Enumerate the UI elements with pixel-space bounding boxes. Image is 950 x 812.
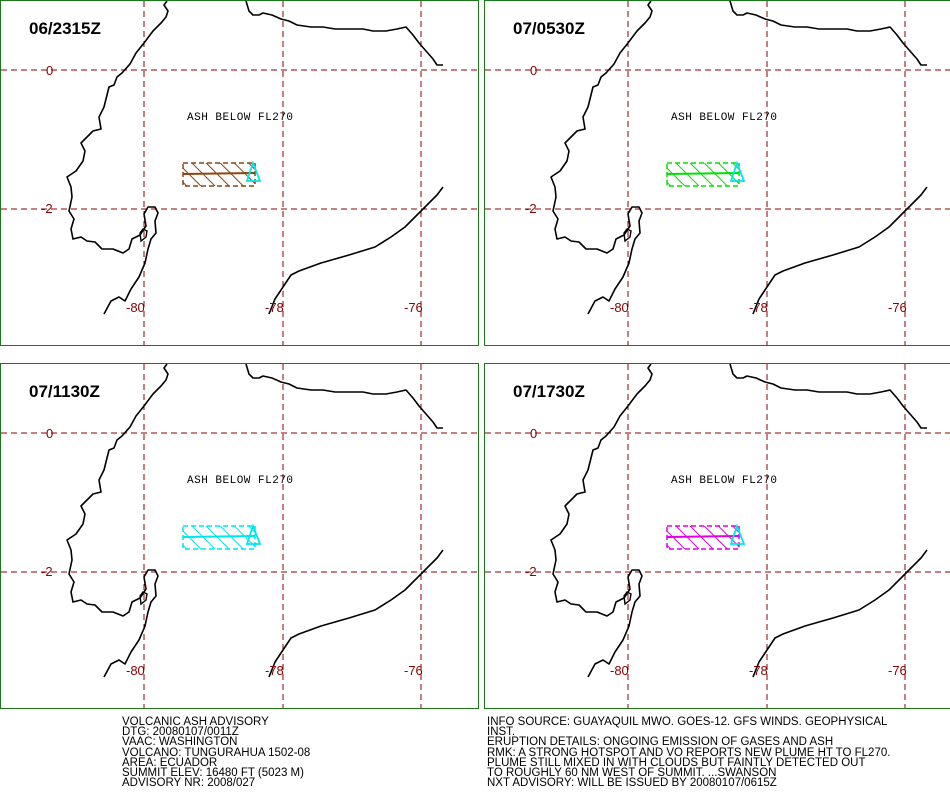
island-outline	[623, 591, 632, 606]
lon-label-78: -78	[749, 300, 768, 315]
advisory-line: VAAC: WASHINGTON	[122, 736, 238, 749]
lon-label-80: -80	[610, 663, 629, 678]
lat-label-minus2: -2	[41, 201, 53, 216]
volcano-marker	[245, 523, 262, 545]
boundary-line	[268, 549, 444, 678]
map-panel-3: 07/1130Z ASH BELOW FL270 0 -2 -80 -78 -7…	[0, 363, 479, 709]
info-line: INST.	[487, 726, 516, 739]
map-svg	[485, 1, 950, 345]
info-line: RMK: A STRONG HOTSPOT AND VO REPORTS NEW…	[487, 746, 891, 759]
map-panel-2: 07/0530Z ASH BELOW FL270 0 -2 -80 -78 -7…	[484, 0, 950, 346]
volcano-marker	[729, 160, 746, 182]
advisory-line: VOLCANO: TUNGURAHUA 1502-08	[122, 746, 311, 759]
panel-time: 07/1130Z	[29, 382, 100, 401]
panel-time: 07/1730Z	[513, 382, 585, 401]
advisory-block: VOLCANIC ASH ADVISORY DTG: 20080107/0011…	[122, 716, 311, 790]
lon-label-80: -80	[126, 300, 145, 315]
lat-label-minus2: -2	[525, 201, 537, 216]
lon-label-76: -76	[888, 300, 907, 315]
island-outline	[623, 228, 632, 243]
lon-label-78: -78	[265, 300, 284, 315]
ash-axis	[182, 535, 256, 538]
island-outline	[139, 228, 148, 243]
ash-axis	[182, 172, 256, 175]
map-panel-4: 07/1730Z ASH BELOW FL270 0 -2 -80 -78 -7…	[484, 363, 950, 709]
map-svg	[485, 364, 950, 708]
info-block: INFO SOURCE: GUAYAQUIL MWO. GOES-12. GFS…	[487, 716, 891, 790]
info-line: INFO SOURCE: GUAYAQUIL MWO. GOES-12. GFS…	[487, 716, 888, 728]
ash-label: ASH BELOW FL270	[187, 475, 294, 487]
map-svg	[1, 1, 478, 345]
info-line: NXT ADVISORY: WILL BE ISSUED BY 20080107…	[487, 777, 777, 790]
ash-axis	[666, 172, 740, 175]
boundary-line	[268, 186, 444, 315]
advisory-line: AREA: ECUADOR	[122, 756, 218, 769]
lon-label-80: -80	[610, 300, 629, 315]
advisory-line: SUMMIT ELEV: 16480 FT (5023 M)	[122, 767, 304, 780]
info-line: PLUME STILL MIXED IN WITH CLOUDS BUT FAI…	[487, 756, 866, 769]
lat-label-minus2: -2	[41, 564, 53, 579]
lat-label-0: 0	[530, 63, 538, 78]
lon-label-80: -80	[126, 663, 145, 678]
volcano-marker	[729, 523, 746, 545]
lon-label-76: -76	[404, 663, 423, 678]
coastline	[66, 364, 443, 678]
coastline	[550, 1, 927, 315]
coastline	[66, 1, 443, 315]
info-line: ERUPTION DETAILS: ONGOING EMISSION OF GA…	[487, 736, 834, 749]
advisory-line: ADVISORY NR: 2008/027	[122, 777, 256, 790]
coastline	[550, 364, 927, 678]
lat-label-0: 0	[46, 63, 54, 78]
map-svg	[1, 364, 478, 708]
advisory-line: VOLCANIC ASH ADVISORY	[122, 716, 269, 728]
lat-label-0: 0	[46, 426, 54, 441]
panel-time: 07/0530Z	[513, 19, 585, 38]
lat-label-0: 0	[530, 426, 538, 441]
panel-time: 06/2315Z	[29, 19, 101, 38]
boundary-line	[752, 186, 928, 315]
lon-label-76: -76	[404, 300, 423, 315]
lon-label-78: -78	[749, 663, 768, 678]
lon-label-78: -78	[265, 663, 284, 678]
volcano-marker	[245, 160, 262, 182]
ash-axis	[666, 535, 740, 538]
ash-label: ASH BELOW FL270	[671, 112, 778, 124]
advisory-line: DTG: 20080107/0011Z	[122, 726, 239, 739]
info-line: TO ROUGHLY 60 NM WEST OF SUMMIT. ...SWAN…	[487, 767, 777, 780]
lon-label-76: -76	[888, 663, 907, 678]
boundary-line	[752, 549, 928, 678]
ash-label: ASH BELOW FL270	[671, 475, 778, 487]
map-panel-1: 06/2315Z ASH BELOW FL270 0 -2 -80 -78 -7…	[0, 0, 479, 346]
island-outline	[139, 591, 148, 606]
ash-label: ASH BELOW FL270	[187, 112, 294, 124]
lat-label-minus2: -2	[525, 564, 537, 579]
